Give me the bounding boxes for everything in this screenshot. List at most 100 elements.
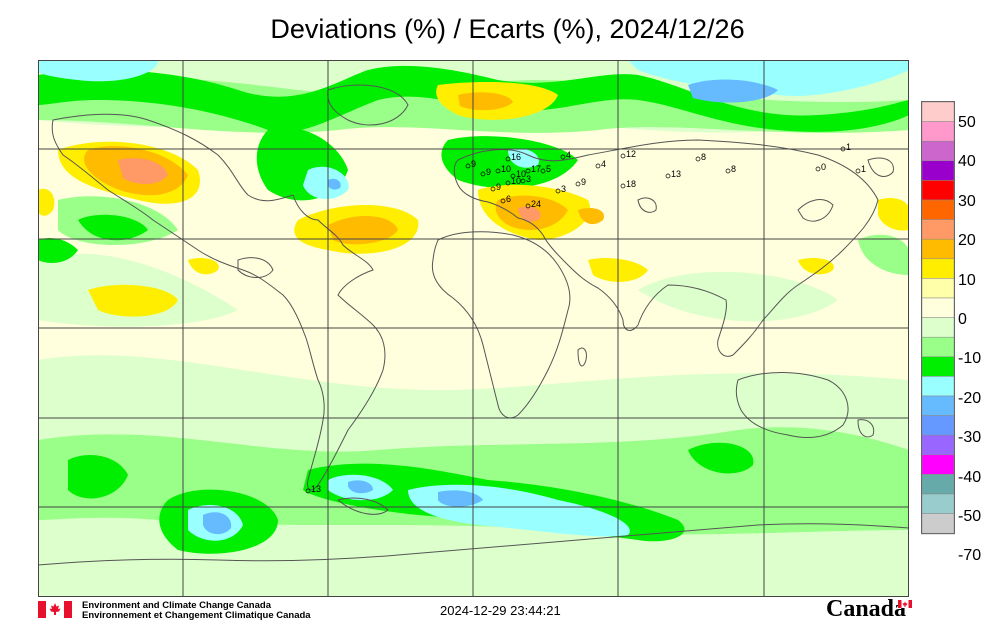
station-value: 3 — [526, 174, 531, 184]
legend-bin — [921, 474, 955, 495]
station-value: 9 — [471, 159, 476, 169]
station-value: 10 — [511, 176, 521, 186]
map-frame — [38, 60, 909, 597]
station-marker — [665, 173, 671, 179]
station-value: 10 — [516, 169, 526, 179]
station-value: 13 — [311, 484, 321, 494]
station-marker — [815, 166, 821, 172]
color-legend — [921, 101, 955, 535]
legend-bin — [921, 238, 955, 260]
station-value: 24 — [531, 199, 541, 209]
coastlines — [38, 84, 909, 566]
graticule — [38, 60, 909, 597]
station-marker — [500, 198, 506, 204]
legend-tick-label: -50 — [958, 508, 982, 525]
station-marker — [505, 156, 511, 162]
station-marker — [595, 163, 601, 169]
legend-bin — [921, 180, 955, 201]
canada-wordmark: Canada — [826, 596, 907, 622]
strong-high-regions — [118, 158, 541, 222]
legend-tick-label: 40 — [958, 153, 976, 171]
station-value: 9 — [581, 177, 586, 187]
legend-tick-label: -10 — [958, 350, 982, 368]
station-marker — [510, 173, 516, 179]
legend-bin — [921, 219, 955, 240]
station-marker — [540, 168, 546, 174]
legend-bin — [921, 493, 955, 514]
legend-bin — [921, 317, 955, 338]
station-marker — [305, 488, 311, 494]
station-marker — [555, 188, 561, 194]
legend-bin — [921, 258, 955, 279]
station-marker — [480, 171, 486, 177]
legend-bin — [921, 297, 955, 318]
station-value: 1 — [846, 142, 851, 152]
legend-tick-label: 30 — [958, 192, 976, 210]
legend-bin — [921, 356, 955, 377]
legend-tick-label: -70 — [958, 547, 982, 565]
station-value: 3 — [561, 184, 566, 194]
station-marker — [520, 178, 526, 184]
legend-bin — [921, 160, 955, 181]
legend-tick-label: 20 — [958, 232, 976, 250]
station-marker — [560, 154, 566, 160]
legend-tick-label: 50 — [958, 114, 976, 131]
station-value: 0 — [821, 162, 826, 172]
station-value: 16 — [511, 152, 521, 162]
station-marker — [620, 153, 626, 159]
station-value: 1 — [861, 164, 866, 174]
legend-frame — [921, 101, 955, 535]
legend-bin — [921, 199, 955, 220]
station-marker — [465, 163, 471, 169]
station-value: 10 — [501, 164, 511, 174]
legend-bin — [921, 454, 955, 475]
legend-tick-label: -40 — [958, 468, 982, 486]
legend-tick-label: -20 — [958, 389, 982, 407]
station-marker — [725, 168, 731, 174]
canada-flag-icon — [38, 601, 72, 618]
legend-bin — [921, 376, 955, 397]
station-value: 6 — [506, 194, 511, 204]
station-value: 9 — [486, 167, 491, 177]
blue-low-regions — [203, 79, 778, 535]
legend-bin — [921, 278, 955, 299]
station-marker — [505, 180, 511, 186]
org-name-english: Environment and Climate Change Canada — [82, 600, 271, 611]
legend-bin — [921, 336, 955, 358]
station-value: 12 — [626, 149, 636, 159]
station-marker — [495, 168, 501, 174]
wordmark-flag-icon — [898, 600, 912, 608]
legend-bin — [921, 513, 955, 534]
legend-bin — [921, 434, 955, 456]
station-value: 8 — [701, 152, 706, 162]
station-marker — [840, 146, 846, 152]
map-title: Deviations (%) / Ecarts (%), 2024/12/26 — [270, 14, 745, 44]
station-value: 4 — [566, 150, 571, 160]
legend-tick-label: 10 — [958, 271, 976, 289]
timestamp: 2024-12-29 23:44:21 — [440, 603, 561, 618]
station-marker — [575, 181, 581, 187]
station-value: 18 — [626, 179, 636, 189]
station-value: 9 — [496, 182, 501, 192]
station-marker — [525, 168, 531, 174]
station-marker — [490, 186, 496, 192]
legend-tick-label: -30 — [958, 429, 982, 447]
station-marker — [620, 183, 626, 189]
station-value: 5 — [546, 164, 551, 174]
legend-bin — [921, 415, 955, 436]
legend-bin — [921, 101, 955, 122]
station-marker — [525, 203, 531, 209]
legend-bin — [921, 140, 955, 162]
legend-bin — [921, 395, 955, 416]
org-name-french: Environnement et Changement Climatique C… — [82, 610, 311, 621]
station-marker — [855, 168, 861, 174]
station-value: 8 — [731, 164, 736, 174]
station-marker — [695, 156, 701, 162]
station-value: 17 — [531, 164, 541, 174]
station-value: 4 — [601, 159, 606, 169]
station-value: 13 — [671, 169, 681, 179]
legend-bin — [921, 121, 955, 142]
legend-tick-label: 0 — [958, 311, 967, 328]
